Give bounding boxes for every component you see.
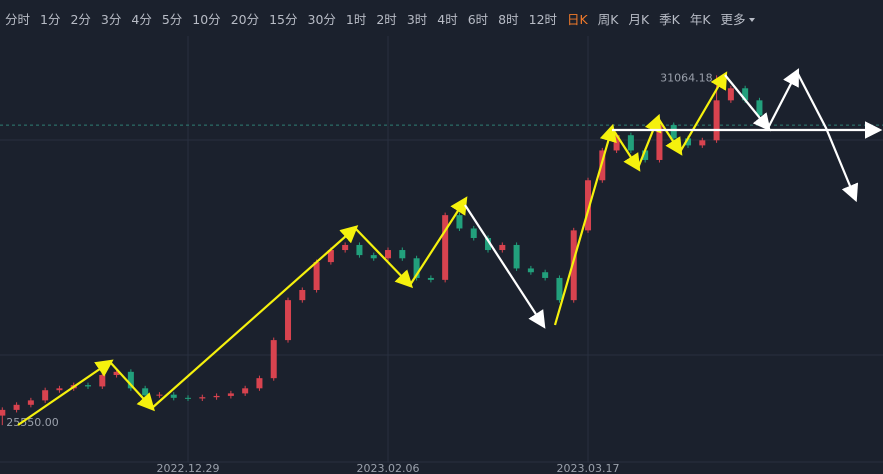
timeframe-tab[interactable]: 日K bbox=[567, 11, 588, 27]
trend-arrow bbox=[17, 359, 114, 426]
candle-body bbox=[585, 180, 592, 231]
trend-arrow bbox=[409, 196, 468, 286]
candle-body bbox=[142, 388, 149, 396]
timeframe-tab[interactable]: 8时 bbox=[498, 11, 519, 27]
timeframe-tab[interactable]: 6时 bbox=[467, 11, 489, 27]
trend-arrow bbox=[679, 71, 728, 153]
candle-body bbox=[370, 255, 377, 259]
trend-arrow bbox=[151, 225, 359, 409]
candle-body bbox=[42, 390, 49, 401]
x-tick-label: 2023.02.06 bbox=[357, 462, 420, 474]
trend-arrow bbox=[109, 361, 155, 412]
candle-body bbox=[470, 228, 477, 238]
candle-body bbox=[656, 125, 663, 160]
timeframe-tab[interactable]: 2时 bbox=[376, 11, 397, 27]
candle-body bbox=[727, 88, 734, 101]
x-tick-label: 2022.12.29 bbox=[157, 462, 220, 474]
annotations bbox=[17, 68, 883, 426]
timeframe-tab[interactable]: 12时 bbox=[528, 11, 558, 27]
timeframe-tab[interactable]: 15分 bbox=[269, 11, 298, 27]
candle-body bbox=[13, 404, 20, 410]
candle-body bbox=[170, 394, 177, 398]
trend-arrow bbox=[796, 71, 859, 203]
candle-body bbox=[85, 385, 92, 387]
candle-body bbox=[356, 244, 363, 256]
candle-body bbox=[627, 135, 634, 151]
timeframe-tab[interactable]: 1分 bbox=[40, 11, 61, 27]
candle-body bbox=[242, 388, 249, 394]
candle-body bbox=[556, 277, 563, 301]
candle-body bbox=[256, 378, 263, 389]
candle-body bbox=[427, 277, 434, 280]
timeframe-tab[interactable]: 10分 bbox=[192, 11, 221, 27]
candle-body bbox=[113, 371, 120, 375]
candle-body bbox=[342, 244, 349, 251]
candle-body bbox=[270, 340, 277, 379]
timeframe-tab[interactable]: 周K bbox=[597, 11, 619, 27]
candle-body bbox=[56, 388, 63, 391]
timeframe-bar: 分时 1分 2分 3分 4分 5分 10分 20分 15分 30分 1时 2时 3时 4时 6时 8时 12时日… bbox=[0, 0, 883, 36]
trend-arrow bbox=[464, 204, 546, 329]
candle-body bbox=[513, 244, 520, 269]
trend-arrow bbox=[553, 123, 617, 326]
candle-body bbox=[542, 272, 549, 278]
candle-body bbox=[413, 258, 420, 278]
timeframe-tab[interactable]: 月K bbox=[628, 11, 650, 27]
timeframe-tab[interactable]: 分时 bbox=[5, 11, 31, 27]
plot: 2022.12.29 2023.02.06 2023.03.17 31064.18 25… bbox=[0, 71, 883, 474]
candle-body bbox=[313, 262, 320, 290]
candle-body bbox=[456, 215, 463, 229]
candle-body bbox=[0, 409, 6, 416]
high-label: 31064.18 bbox=[660, 71, 713, 84]
candle-body bbox=[199, 397, 206, 399]
candle-body bbox=[442, 215, 449, 280]
candle-body bbox=[527, 268, 534, 273]
candle-body bbox=[699, 140, 706, 146]
candle-body bbox=[285, 300, 292, 341]
candle-body bbox=[213, 395, 220, 398]
timeframe-tab[interactable]: 4分 bbox=[131, 11, 152, 27]
candle-body bbox=[570, 230, 577, 301]
candle-body bbox=[742, 88, 749, 101]
timeframe-tab[interactable]: 4时 bbox=[437, 11, 458, 27]
candle-body bbox=[99, 375, 106, 387]
candle-body bbox=[156, 394, 163, 396]
trend-arrow bbox=[767, 68, 800, 129]
candle-body bbox=[227, 393, 234, 396]
timeframe-tab[interactable]: 20分 bbox=[230, 11, 260, 27]
candle-body bbox=[485, 237, 492, 251]
timeframe-tab[interactable]: 30分 bbox=[307, 11, 336, 27]
trend-arrow bbox=[611, 127, 641, 172]
candle-body bbox=[385, 250, 392, 259]
candle-body bbox=[499, 244, 506, 251]
trend-arrow bbox=[636, 113, 662, 169]
trend-arrow bbox=[724, 74, 771, 132]
candle-body bbox=[185, 397, 192, 399]
candle-body bbox=[299, 290, 306, 301]
candle-body bbox=[713, 100, 720, 141]
x-tick-label: 2023.03.17 bbox=[557, 462, 620, 474]
timeframe-tab[interactable]: 2分 bbox=[70, 11, 91, 27]
candle-body bbox=[642, 150, 649, 160]
timeframe-tab[interactable]: 3时 bbox=[406, 11, 428, 27]
candle-body bbox=[756, 100, 763, 116]
timeframe-tab[interactable]: 年K bbox=[689, 11, 711, 27]
candle-body bbox=[27, 400, 34, 405]
trend-arrow bbox=[657, 117, 683, 156]
candle-body bbox=[685, 138, 692, 146]
timeframe-tab[interactable]: 更多 bbox=[721, 9, 755, 28]
candle-body bbox=[327, 250, 334, 263]
candle-body bbox=[399, 250, 406, 259]
candle-body bbox=[127, 371, 134, 389]
timeframe-tab[interactable]: 季K bbox=[659, 11, 680, 27]
timeframe-tab[interactable]: 1时 bbox=[345, 11, 367, 27]
grid bbox=[0, 36, 883, 463]
timeframe-tab[interactable]: 5分 bbox=[161, 11, 183, 27]
timeframe-tab[interactable]: 3分 bbox=[100, 11, 122, 27]
trend-arrow bbox=[354, 227, 414, 289]
candle-body bbox=[670, 125, 677, 139]
low-label: 25550.00 bbox=[6, 416, 59, 429]
